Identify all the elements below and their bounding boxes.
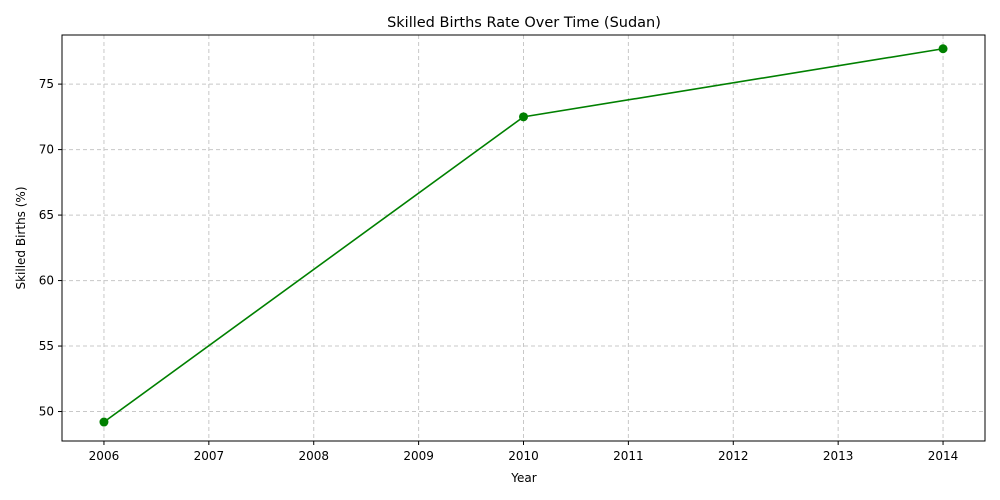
x-axis: 2006 2007 2008 2009 2010 2011 2012 2013 2014 — [89, 441, 959, 463]
x-axis-label: Year — [510, 471, 536, 485]
y-axis-label: Skilled Births (%) — [14, 186, 28, 289]
chart-title: Skilled Births Rate Over Time (Sudan) — [387, 15, 661, 31]
y-tick-label: 70 — [39, 143, 54, 157]
y-tick-label: 60 — [39, 274, 54, 288]
x-tick-label: 2008 — [298, 449, 329, 463]
y-tick-label: 75 — [39, 77, 54, 91]
x-tick-label: 2011 — [613, 449, 644, 463]
grid-lines — [62, 35, 985, 441]
y-tick-label: 50 — [39, 405, 54, 419]
series-layer — [99, 44, 948, 427]
x-tick-label: 2014 — [928, 449, 959, 463]
data-point — [99, 417, 109, 427]
x-tick-label: 2007 — [194, 449, 225, 463]
x-tick-label: 2010 — [508, 449, 539, 463]
y-axis: 50 55 60 65 70 75 — [39, 77, 62, 419]
data-point — [938, 44, 948, 54]
y-tick-label: 65 — [39, 208, 54, 222]
x-tick-label: 2012 — [718, 449, 749, 463]
data-point — [519, 112, 528, 122]
x-tick-label: 2009 — [403, 449, 434, 463]
y-tick-label: 55 — [39, 339, 54, 353]
x-tick-label: 2013 — [823, 449, 854, 463]
x-tick-label: 2006 — [89, 449, 120, 463]
